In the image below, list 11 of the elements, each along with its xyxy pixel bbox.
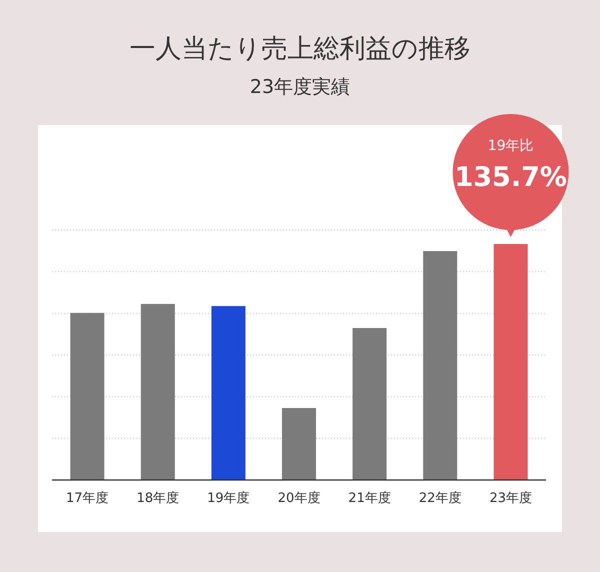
x-tick-label: 20年度: [278, 490, 320, 506]
x-tick-label: 22年度: [418, 490, 462, 506]
chart-title: 一人当たり売上総利益の推移: [130, 34, 470, 64]
x-tick-label: 19年度: [207, 490, 250, 506]
chart-subtitle: 23年度実績: [250, 76, 350, 98]
x-tick-label: 17年度: [66, 490, 109, 506]
x-tick-label: 23年度: [489, 490, 532, 506]
text: 19年比: [488, 138, 534, 154]
text: 135.7%: [454, 162, 567, 193]
x-tick-label: 18年度: [136, 490, 180, 506]
x-tick-label: 21年度: [348, 490, 391, 506]
